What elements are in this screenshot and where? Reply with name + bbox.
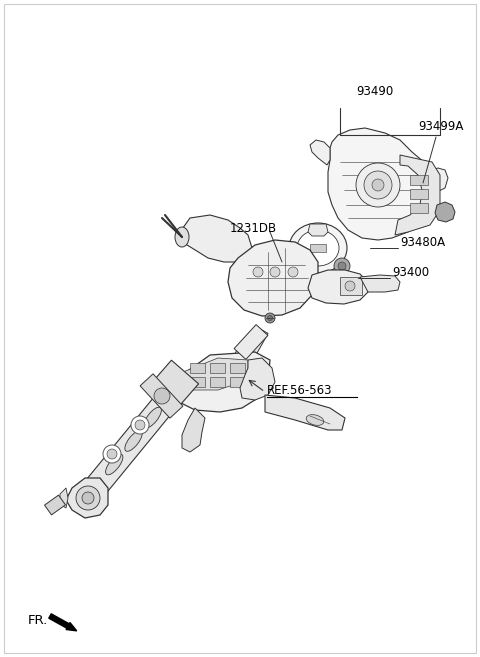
Circle shape [270,267,280,277]
Circle shape [103,445,121,463]
Text: 93480A: 93480A [400,235,445,248]
Ellipse shape [297,230,339,266]
Circle shape [76,486,100,510]
Polygon shape [151,360,199,407]
Circle shape [334,258,350,274]
Bar [210,377,225,387]
Text: FR.: FR. [28,614,48,627]
Bar [410,175,428,185]
Polygon shape [234,325,268,359]
Polygon shape [240,358,275,400]
Circle shape [356,163,400,207]
Circle shape [267,315,273,321]
Polygon shape [308,224,328,236]
Polygon shape [228,240,318,316]
Ellipse shape [306,415,324,425]
Bar [190,363,205,373]
Polygon shape [360,275,400,292]
Ellipse shape [144,407,161,428]
Polygon shape [328,128,432,240]
Polygon shape [310,140,330,165]
Polygon shape [226,359,246,384]
Ellipse shape [175,227,189,247]
Polygon shape [182,408,205,452]
FancyArrow shape [49,614,77,631]
Text: 93499A: 93499A [418,120,463,133]
Circle shape [107,449,117,459]
Bar [210,363,225,373]
Ellipse shape [106,454,123,475]
Polygon shape [140,374,183,418]
Polygon shape [395,155,440,235]
Bar [410,203,428,213]
Circle shape [154,388,170,404]
Polygon shape [66,478,108,518]
Ellipse shape [125,431,142,451]
Polygon shape [183,358,248,390]
Polygon shape [239,327,268,363]
Circle shape [82,492,94,504]
Circle shape [345,281,355,291]
Polygon shape [265,395,345,430]
Polygon shape [45,495,65,515]
Circle shape [288,267,298,277]
Circle shape [364,171,392,199]
Ellipse shape [289,223,347,273]
Polygon shape [217,352,253,391]
Polygon shape [86,386,181,495]
Text: 93400: 93400 [392,267,429,279]
Circle shape [338,262,346,270]
Bar [230,363,245,373]
Ellipse shape [234,348,255,369]
Circle shape [372,179,384,191]
Ellipse shape [215,374,236,396]
Circle shape [135,420,145,430]
Text: 93490: 93490 [356,85,394,98]
Polygon shape [428,168,448,192]
Text: 1231DB: 1231DB [230,221,277,235]
Polygon shape [180,215,252,262]
Circle shape [131,416,149,434]
Polygon shape [60,488,68,508]
Circle shape [253,267,263,277]
Bar [230,377,245,387]
Bar [190,377,205,387]
Polygon shape [168,352,270,412]
Bar [340,277,362,295]
Circle shape [265,313,275,323]
Bar [310,244,326,252]
Polygon shape [308,270,368,304]
Bar [410,189,428,199]
Text: REF.56-563: REF.56-563 [267,384,333,397]
Polygon shape [435,202,455,222]
